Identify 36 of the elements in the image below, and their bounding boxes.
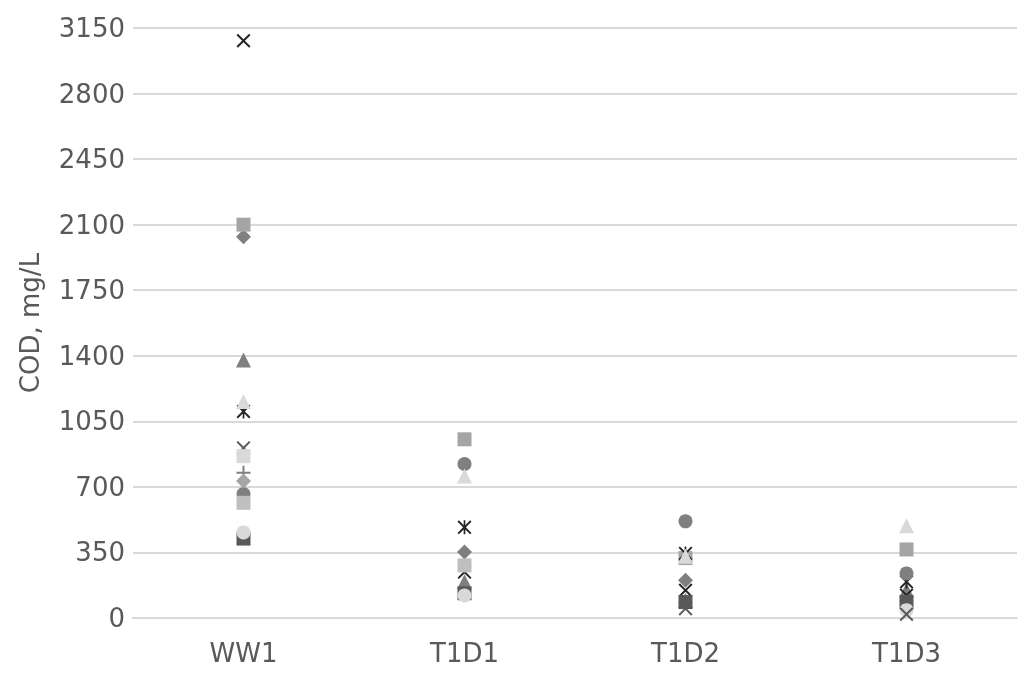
point: [899, 607, 914, 622]
point: [236, 525, 251, 540]
y-tick-label: 2100: [58, 209, 125, 240]
point: [457, 558, 472, 573]
point: [678, 601, 693, 616]
y-tick-label: 1050: [58, 406, 125, 437]
y-tick-label: 1750: [58, 275, 125, 306]
x-tick-label: T1D2: [650, 638, 720, 668]
y-tick-label: 2800: [58, 78, 125, 109]
point: [899, 518, 914, 534]
x-tick-label: WW1: [209, 638, 278, 668]
point: [899, 566, 914, 581]
point: [236, 393, 251, 409]
point: [678, 514, 693, 529]
point: [236, 473, 251, 489]
point: [457, 468, 472, 484]
y-tick-label: 350: [75, 537, 125, 568]
y-tick-label: 3150: [58, 13, 125, 43]
point: [457, 432, 472, 447]
point: [457, 457, 472, 472]
y-axis-title: COD, mg/L: [15, 252, 45, 394]
point: [236, 352, 251, 368]
y-tick-label: 1400: [58, 340, 125, 371]
point: [236, 229, 251, 245]
point: [236, 449, 251, 464]
point: [236, 495, 251, 510]
y-tick-label: 2450: [58, 144, 125, 175]
point: [236, 217, 251, 232]
x-tick-label: T1D1: [429, 638, 499, 668]
point: [678, 572, 693, 588]
point: [457, 544, 472, 560]
point: [899, 542, 914, 557]
y-tick-label: 700: [75, 471, 125, 502]
y-tick-label: 0: [108, 603, 125, 633]
x-tick-label: T1D3: [871, 638, 941, 668]
point: [236, 33, 251, 48]
